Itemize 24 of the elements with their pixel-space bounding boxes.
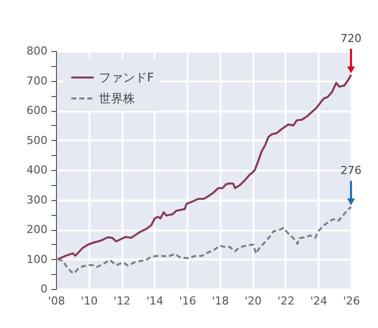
line-series xyxy=(56,206,352,274)
y-tick-label: 800 xyxy=(26,44,48,58)
x-tick-label: '08 xyxy=(48,294,66,308)
x-tick-label: '24 xyxy=(310,294,328,308)
y-tick-label: 300 xyxy=(26,193,48,206)
legend-label: ファンドF xyxy=(99,70,154,84)
x-tick-label: '10 xyxy=(80,294,98,308)
y-tick-label: 200 xyxy=(26,223,48,236)
x-tick-label: '26 xyxy=(342,294,360,308)
x-tick-label: '18 xyxy=(212,294,229,308)
x-tick-label: '16 xyxy=(179,294,196,308)
annotation: 276 xyxy=(340,164,362,177)
x-tick-label: '22 xyxy=(277,294,294,308)
legend-label: 世界株 xyxy=(99,92,135,106)
y-tick-label: 700 xyxy=(26,74,48,88)
x-tick-label: '14 xyxy=(146,294,164,308)
y-tick-label: 400 xyxy=(26,164,48,176)
y-tick-label: 100 xyxy=(26,252,48,266)
x-tick-label: '12 xyxy=(114,294,131,308)
y-tick-label: 600 xyxy=(26,104,48,117)
y-tick-label: 0 xyxy=(40,282,48,296)
x-tick-label: '20 xyxy=(244,294,262,308)
y-tick-label: 500 xyxy=(26,134,48,147)
annotation: 720 xyxy=(340,32,362,45)
